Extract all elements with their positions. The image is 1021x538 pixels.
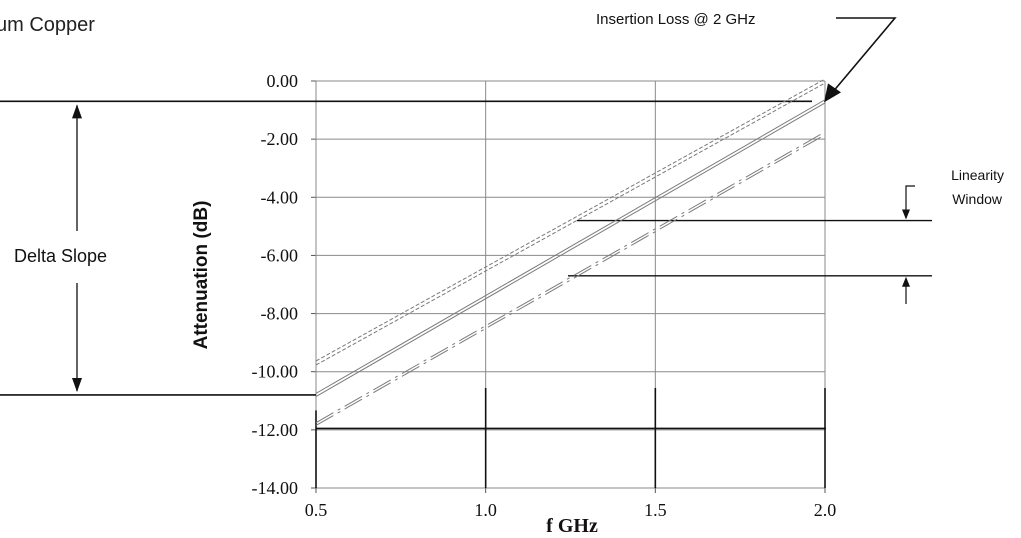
series-group xyxy=(315,78,826,426)
insertion-loss-leader xyxy=(834,17,897,90)
reference-lines xyxy=(0,17,932,488)
y-tick-label: -12.00 xyxy=(252,420,299,440)
series-line-2 xyxy=(315,102,826,398)
insertion-loss-arrowhead xyxy=(824,83,841,103)
linearity-arrowhead-down xyxy=(902,209,910,220)
series-line-2 xyxy=(315,99,826,394)
y-tick-label: -8.00 xyxy=(261,304,299,324)
x-axis-label: f GHz xyxy=(546,515,598,537)
y-tick-label: -4.00 xyxy=(261,187,299,207)
series-line-3 xyxy=(315,131,826,424)
header-text: um Copper xyxy=(0,14,95,36)
delta-slope-arrowhead-up xyxy=(72,104,82,119)
linearity-window-annotation-line2: Window xyxy=(952,191,1003,207)
y-tick-label: 0.00 xyxy=(267,71,299,91)
y-tick-label: -10.00 xyxy=(252,362,299,382)
plot-grid xyxy=(311,80,826,493)
series-line-3 xyxy=(315,134,826,426)
series-line-1 xyxy=(315,82,826,366)
x-tick-label: 0.5 xyxy=(305,500,328,520)
y-axis-label: Attenuation (dB) xyxy=(191,201,212,350)
x-tick-label: 2.0 xyxy=(814,500,837,520)
y-tick-label: -2.00 xyxy=(261,129,299,149)
tick-labels: 0.00 -2.00 -4.00 -6.00 -8.00 -10.00 -12.00 -14.… xyxy=(252,71,837,520)
x-tick-label: 1.5 xyxy=(644,500,667,520)
linearity-window-annotation-line1: Linearity xyxy=(951,167,1004,183)
x-tick-label: 1.0 xyxy=(474,500,497,520)
y-tick-label: -14.00 xyxy=(252,478,299,498)
delta-slope-arrowhead-down xyxy=(72,377,82,392)
y-tick-label: -6.00 xyxy=(261,245,299,265)
insertion-loss-annotation: Insertion Loss @ 2 GHz xyxy=(596,11,755,28)
linearity-arrowhead-up xyxy=(902,276,910,287)
series-line-1 xyxy=(315,78,826,362)
linearity-pointer-top xyxy=(905,185,915,217)
delta-slope-annotation: Delta Slope xyxy=(14,246,107,266)
